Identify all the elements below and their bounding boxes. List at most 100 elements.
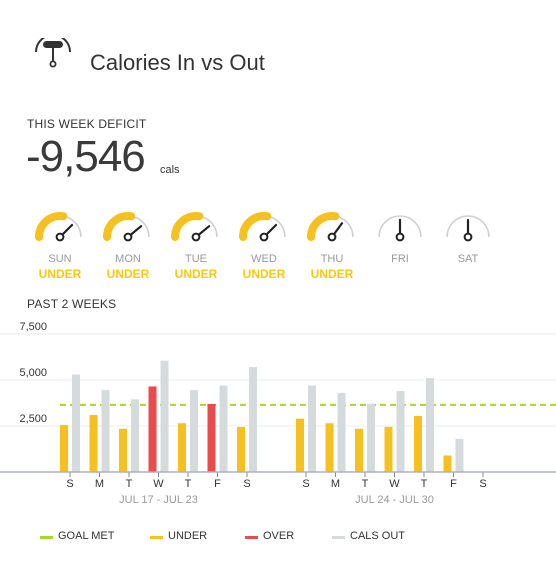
day-wed[interactable]: WED UNDER xyxy=(234,204,294,284)
section-label-past-2-weeks: PAST 2 WEEKS xyxy=(27,297,117,311)
card-header: Calories In vs Out xyxy=(30,38,530,88)
bar-cals-out xyxy=(190,390,198,472)
bar-cals-out xyxy=(249,367,257,472)
gauge-fill xyxy=(307,212,340,241)
x-tick-label: T xyxy=(421,478,428,490)
bar-cals-in xyxy=(89,414,98,472)
bar-cals-out xyxy=(101,390,110,472)
bar-cals-out xyxy=(426,378,434,472)
bar-cals-in xyxy=(207,403,216,472)
bar-cals-out xyxy=(160,360,169,472)
x-tick-label: T xyxy=(126,478,133,490)
bar-cals-out xyxy=(219,385,228,472)
bar-cals-in xyxy=(443,455,452,472)
x-tick-label: F xyxy=(214,478,221,490)
day-name: THU xyxy=(320,253,344,265)
x-tick-label: W xyxy=(153,478,164,490)
y-tick-label: 7,500 xyxy=(19,321,47,333)
over-swatch xyxy=(245,536,258,539)
bar-cals-out xyxy=(72,374,80,472)
gauge-icon xyxy=(307,212,354,242)
x-tick-label: F xyxy=(450,478,457,490)
x-tick-label: M xyxy=(95,478,104,490)
gauge-hub xyxy=(259,232,269,242)
legend-label: UNDER xyxy=(168,530,208,542)
legend-label: CALS OUT xyxy=(350,530,406,542)
gauge-hub xyxy=(123,232,133,242)
deficit-unit: cals xyxy=(160,164,180,176)
x-tick-label: S xyxy=(302,478,309,490)
bar-cals-in xyxy=(60,425,68,472)
bar-cals-in xyxy=(325,423,334,472)
gauge-fill xyxy=(239,212,272,241)
bar-cals-out xyxy=(455,438,464,472)
day-name: WED xyxy=(251,253,277,265)
bar-cals-in xyxy=(296,418,304,472)
chart-legend: GOAL MET UNDER OVER CALS OUT xyxy=(0,528,556,548)
gauge-icon xyxy=(378,215,422,242)
bar-cals-out xyxy=(337,392,346,472)
bar-cals-in xyxy=(148,386,157,472)
goal-met-swatch xyxy=(40,536,53,539)
week-range-label: JUL 24 - JUL 30 xyxy=(355,494,434,505)
day-name: SAT xyxy=(457,253,479,265)
gauge-icon xyxy=(446,215,490,242)
day-sun[interactable]: SUN UNDER xyxy=(30,204,90,284)
legend-label: OVER xyxy=(263,530,295,542)
bar-cals-in xyxy=(119,428,127,472)
day-thu[interactable]: THU UNDER xyxy=(302,204,362,284)
bar-cals-in xyxy=(384,426,393,472)
calories-bar-chart: 2,500 5,000 7,500 S M T W T F S JUL 17 - JUL 23 S M T… xyxy=(0,321,556,505)
x-tick-label: M xyxy=(331,478,340,490)
page-title: Calories In vs Out xyxy=(90,50,265,75)
under-swatch xyxy=(150,536,163,539)
x-tick-label: T xyxy=(362,478,369,490)
bar-cals-in xyxy=(178,423,186,472)
day-status: UNDER xyxy=(106,267,150,281)
x-tick-label: T xyxy=(185,478,192,490)
bar-cals-in xyxy=(355,428,363,472)
gauge-icon xyxy=(35,212,82,242)
gauge-icon xyxy=(103,212,150,242)
day-tue[interactable]: TUE UNDER xyxy=(166,204,226,284)
x-tick-label: S xyxy=(66,478,73,490)
daily-gauges: SUN UNDER MON UNDER TUE UNDER WED UNDER … xyxy=(30,204,510,284)
gauge-hub xyxy=(395,232,405,242)
x-tick-label: W xyxy=(389,478,400,490)
week-range-label: JUL 17 - JUL 23 xyxy=(119,494,198,505)
day-status: UNDER xyxy=(174,267,218,281)
deficit-label: THIS WEEK DEFICIT xyxy=(27,117,147,131)
gauge-hub xyxy=(55,232,65,242)
bar-cals-in xyxy=(237,426,245,472)
gauge-fill xyxy=(171,212,204,241)
day-fri[interactable]: FRI xyxy=(370,204,430,284)
gauge-track xyxy=(446,215,490,238)
gauge-fill xyxy=(103,212,136,241)
gauge-hub xyxy=(463,232,473,242)
gauge-track xyxy=(378,215,422,238)
gauge-fill xyxy=(35,212,68,241)
bar-cals-out xyxy=(308,385,316,472)
gauge-icon xyxy=(239,212,286,242)
day-mon[interactable]: MON UNDER xyxy=(98,204,158,284)
day-status: UNDER xyxy=(310,267,354,281)
day-name: MON xyxy=(115,253,141,265)
bar-cals-out xyxy=(396,391,405,472)
cals-out-swatch xyxy=(332,536,345,539)
day-sat[interactable]: SAT xyxy=(438,204,498,284)
legend-label: GOAL MET xyxy=(58,530,115,542)
day-name: SUN xyxy=(48,253,72,265)
day-name: TUE xyxy=(185,253,207,265)
bar-cals-out xyxy=(131,399,139,472)
day-status: UNDER xyxy=(38,267,82,281)
day-status: UNDER xyxy=(242,267,286,281)
x-tick-label: S xyxy=(479,478,486,490)
gauge-icon xyxy=(171,212,218,242)
meal-clock-icon xyxy=(35,38,71,68)
day-name: FRI xyxy=(391,253,409,265)
bar-cals-out xyxy=(367,403,375,472)
gauge-hub xyxy=(327,232,337,242)
bar-cals-in xyxy=(414,415,422,472)
y-tick-label: 2,500 xyxy=(19,413,47,425)
y-tick-label: 5,000 xyxy=(19,367,47,379)
